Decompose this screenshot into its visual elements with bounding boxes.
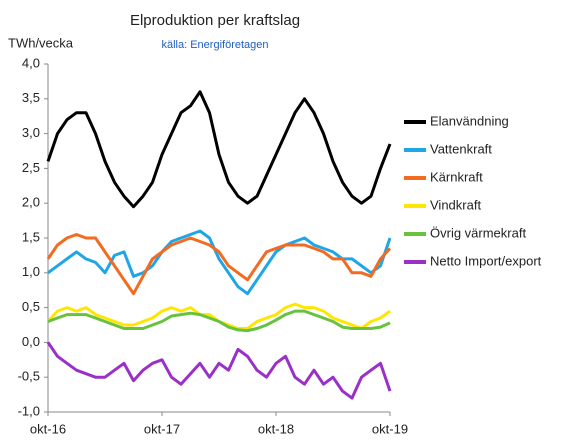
chart-subtitle: källa: Energiföretagen — [161, 39, 268, 51]
y-axis-label: TWh/vecka — [8, 35, 74, 50]
y-tick-label: 2,0 — [22, 195, 40, 210]
y-tick-label: 2,5 — [22, 160, 40, 175]
legend-label: Kärnkraft — [430, 169, 483, 184]
chart-title: Elproduktion per kraftslag — [130, 12, 300, 29]
y-tick-label: 0,0 — [22, 334, 40, 349]
x-tick-label: okt-19 — [372, 421, 408, 436]
series-line — [46, 90, 392, 209]
y-tick-label: 1,5 — [22, 229, 40, 244]
y-tick-label: 3,5 — [22, 90, 40, 105]
series-line — [47, 229, 392, 296]
y-tick-label: 3,0 — [22, 125, 40, 140]
legend-label: Vindkraft — [430, 197, 481, 212]
y-tick-label: 1,0 — [22, 264, 40, 279]
y-tick-label: -0,5 — [18, 369, 40, 384]
legend-label: Vattenkraft — [430, 141, 492, 156]
legend-label: Netto Import/export — [430, 253, 542, 268]
series-line — [46, 341, 392, 400]
legend-label: Elanvändning — [430, 113, 509, 128]
x-tick-label: okt-16 — [30, 421, 66, 436]
y-tick-label: -1,0 — [18, 403, 40, 418]
series-line — [47, 309, 391, 333]
legend-label: Övrig värmekraft — [430, 225, 526, 240]
x-tick-label: okt-17 — [144, 421, 180, 436]
x-tick-label: okt-18 — [258, 421, 294, 436]
y-tick-label: 4,0 — [22, 55, 40, 70]
series-line — [46, 233, 392, 296]
y-tick-label: 0,5 — [22, 299, 40, 314]
